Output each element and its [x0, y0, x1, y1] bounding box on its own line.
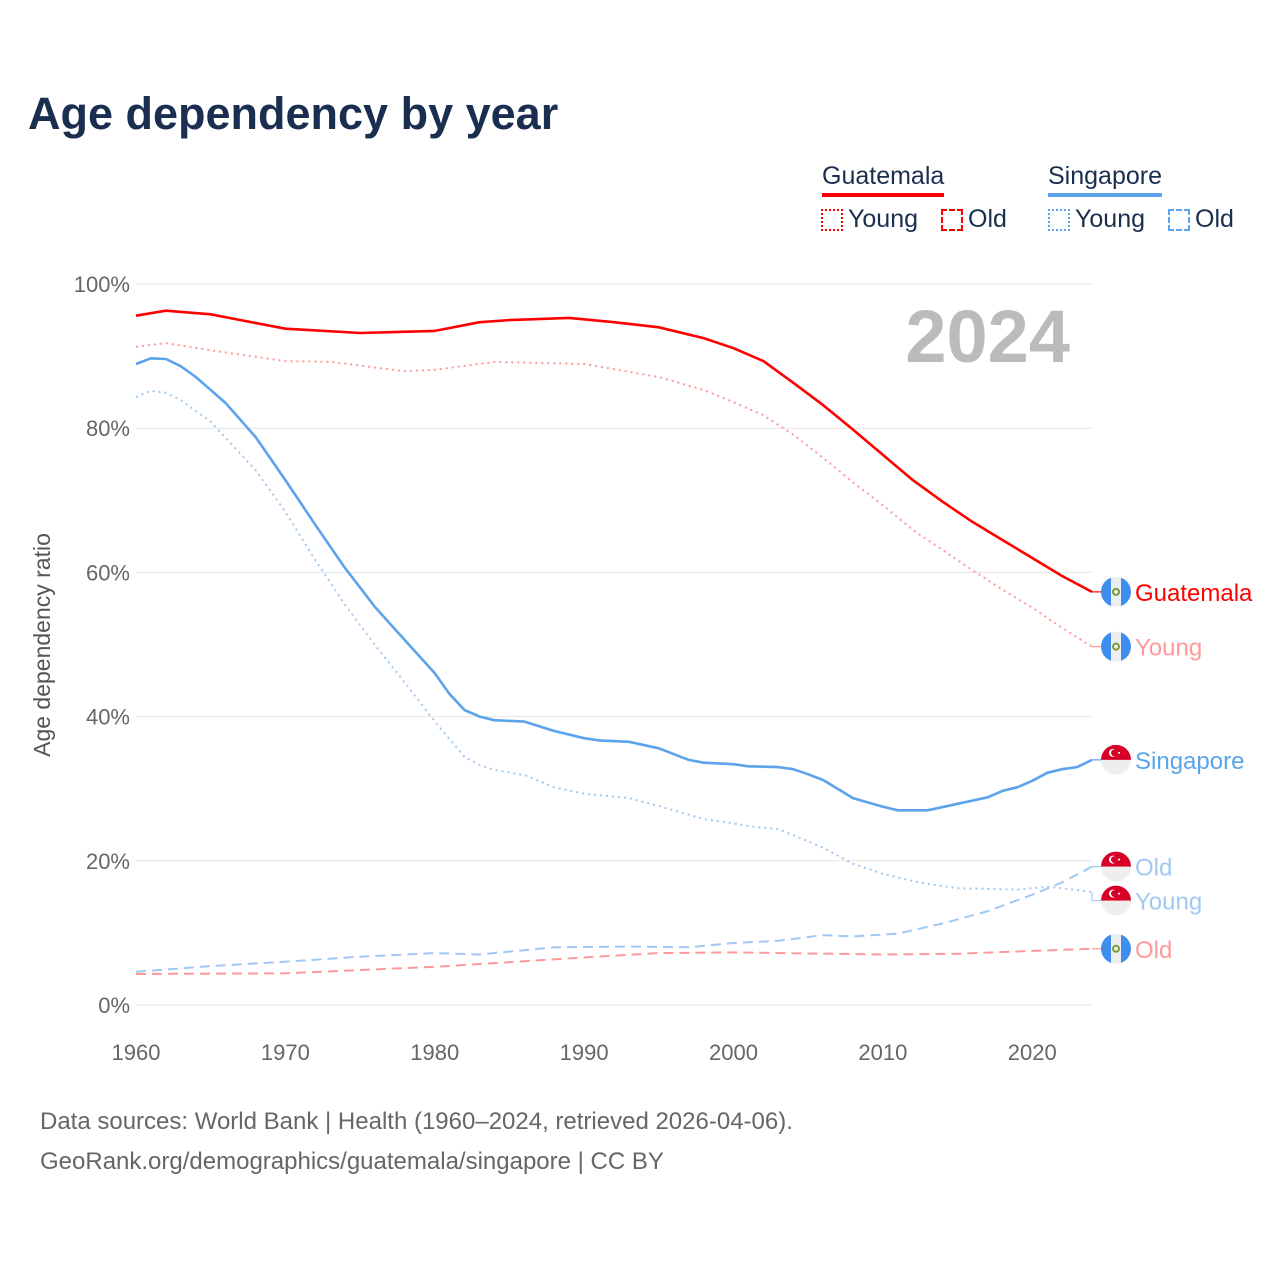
- end-label: Old: [1092, 851, 1172, 882]
- series-end-label: Old: [1135, 937, 1172, 964]
- x-tick-label: 2010: [858, 1040, 907, 1065]
- guatemala-flag-icon: [1101, 576, 1131, 607]
- legend-label: Young: [1075, 205, 1145, 233]
- series-line-guatemala-old: [135, 947, 1093, 975]
- label-connector: [1091, 891, 1102, 902]
- footer-link[interactable]: GeoRank.org/demographics/guatemala/singa…: [40, 1148, 664, 1175]
- dashed-swatch-icon: [1168, 208, 1190, 231]
- legend-guatemala[interactable]: Guatemala: [822, 162, 945, 197]
- end-label: Old: [1092, 933, 1172, 964]
- legend-label: Young: [848, 205, 918, 233]
- series-end-label: Guatemala: [1135, 580, 1253, 607]
- singapore-flag-icon: [1101, 885, 1131, 916]
- x-tick-label: 2000: [709, 1040, 758, 1065]
- series-line-singapore-old: [135, 865, 1093, 973]
- legend-guatemala-old[interactable]: Old: [941, 205, 1007, 234]
- y-tick-label: 80%: [86, 416, 130, 441]
- x-tick-label: 1990: [560, 1040, 609, 1065]
- footer-sources: Data sources: World Bank | Health (1960–…: [40, 1108, 793, 1135]
- chart-title: Age dependency by year: [28, 88, 559, 139]
- y-axis-label: Age dependency ratio: [29, 533, 55, 757]
- legend-label: Old: [968, 205, 1007, 233]
- end-label: Singapore: [1092, 744, 1244, 775]
- y-tick-label: 0%: [98, 993, 130, 1018]
- y-tick-label: 100%: [74, 272, 130, 297]
- legend-guatemala-young[interactable]: Young: [821, 205, 918, 234]
- series-end-label: Young: [1135, 635, 1202, 662]
- singapore-flag-icon: [1101, 851, 1131, 882]
- end-label: Young: [1091, 885, 1202, 916]
- dashed-swatch-icon: [941, 208, 963, 231]
- end-label: Young: [1092, 631, 1202, 662]
- series-end-label: Young: [1135, 889, 1202, 916]
- guatemala-flag-icon: [1101, 933, 1131, 964]
- x-tick-label: 1970: [261, 1040, 310, 1065]
- y-tick-label: 40%: [86, 705, 130, 730]
- dotted-swatch-icon: [1048, 208, 1070, 231]
- series-end-label: Old: [1135, 855, 1172, 882]
- singapore-flag-icon: [1101, 744, 1131, 775]
- dotted-swatch-icon: [821, 208, 843, 231]
- legend-label: Old: [1195, 205, 1234, 233]
- x-tick-label: 1980: [410, 1040, 459, 1065]
- series-line-guatemala: [135, 309, 1093, 594]
- y-tick-label: 60%: [86, 560, 130, 585]
- series-end-label: Singapore: [1135, 748, 1244, 775]
- series-line-guatemala-young: [135, 342, 1093, 648]
- x-tick-label: 2020: [1008, 1040, 1057, 1065]
- x-tick-label: 1960: [112, 1040, 161, 1065]
- year-badge: 2024: [905, 295, 1070, 378]
- legend-singapore[interactable]: Singapore: [1048, 162, 1162, 197]
- legend-singapore-old[interactable]: Old: [1168, 205, 1234, 234]
- series-line-singapore-young: [135, 389, 1093, 893]
- legend-singapore-young[interactable]: Young: [1048, 205, 1145, 234]
- series-line-singapore: [135, 357, 1093, 812]
- guatemala-flag-icon: [1101, 631, 1131, 662]
- end-label: Guatemala: [1092, 576, 1253, 607]
- y-tick-label: 20%: [86, 849, 130, 874]
- line-chart: 0% 20% 40% 60% 80% 100% 1960 1970 1980 1990 2000 20…: [29, 272, 1253, 1065]
